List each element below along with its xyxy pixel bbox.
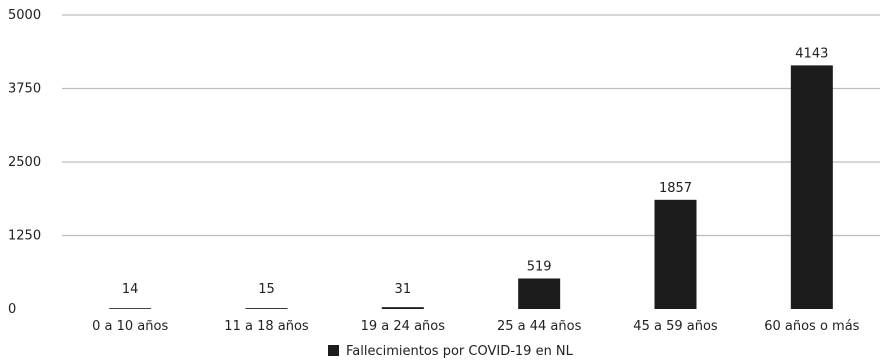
bar (381, 307, 424, 309)
legend-label: Fallecimientos por COVID-19 en NL (346, 344, 574, 359)
x-axis-category-labels: 0 a 10 años 11 a 18 años 19 a 24 años 25 a … (92, 319, 860, 334)
data-labels: 14 15 31 519 1857 4143 (122, 46, 828, 297)
data-label: 1857 (659, 181, 692, 196)
gridlines (62, 14, 880, 237)
data-label: 519 (527, 259, 552, 274)
bar (245, 308, 288, 309)
data-label: 4143 (795, 46, 828, 61)
legend: Fallecimientos por COVID-19 en NL (328, 344, 574, 359)
y-tick-label: 3750 (8, 82, 41, 97)
y-tick-label: 0 (8, 302, 16, 317)
x-tick-label: 25 a 44 años (497, 319, 582, 334)
bar (518, 278, 561, 309)
data-label: 14 (122, 282, 139, 297)
data-label: 15 (258, 282, 275, 297)
legend-swatch (328, 345, 339, 356)
x-tick-label: 45 a 59 años (633, 319, 718, 334)
x-tick-label: 11 a 18 años (224, 319, 309, 334)
x-tick-label: 60 años o más (764, 319, 859, 334)
bar (654, 199, 697, 309)
bar (790, 65, 833, 309)
y-axis-tick-labels: 0 1250 2500 3750 5000 (8, 8, 41, 317)
y-tick-label: 2500 (8, 155, 41, 170)
y-tick-label: 5000 (8, 8, 41, 23)
x-tick-label: 0 a 10 años (92, 319, 168, 334)
bars (109, 65, 833, 309)
bar (109, 308, 152, 309)
x-tick-label: 19 a 24 años (361, 319, 446, 334)
data-label: 31 (395, 282, 412, 297)
y-tick-label: 1250 (8, 229, 41, 244)
